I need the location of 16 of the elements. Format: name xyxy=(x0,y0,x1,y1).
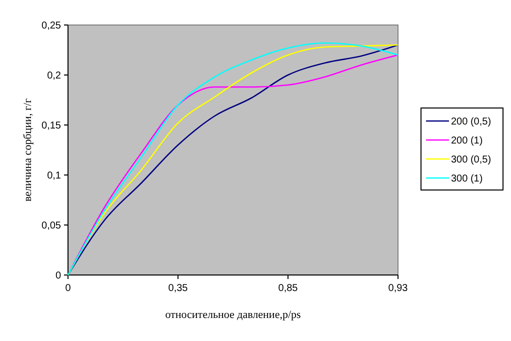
legend-label: 200 (0,5) xyxy=(451,116,492,128)
x-tick-label: 0 xyxy=(65,283,72,294)
y-axis-title: величина сорбции, г/г xyxy=(22,98,34,202)
legend-label: 300 (0,5) xyxy=(451,154,492,166)
y-tick-label: 0,2 xyxy=(47,70,62,82)
y-tick-label: 0,05 xyxy=(42,220,62,232)
x-tick-label: 0,93 xyxy=(388,283,408,294)
x-tick-label: 0,35 xyxy=(168,283,188,294)
y-tick-label: 0,25 xyxy=(42,20,62,32)
x-axis-title: относительное давление,p/ps xyxy=(165,309,301,321)
y-tick-label: 0,15 xyxy=(42,120,62,132)
x-tick-label: 0,85 xyxy=(278,283,298,294)
legend-label: 200 (1) xyxy=(451,136,483,146)
y-tick-label: 0,1 xyxy=(47,170,62,182)
legend-label: 300 (1) xyxy=(451,174,483,184)
y-tick-label: 0 xyxy=(55,270,62,282)
